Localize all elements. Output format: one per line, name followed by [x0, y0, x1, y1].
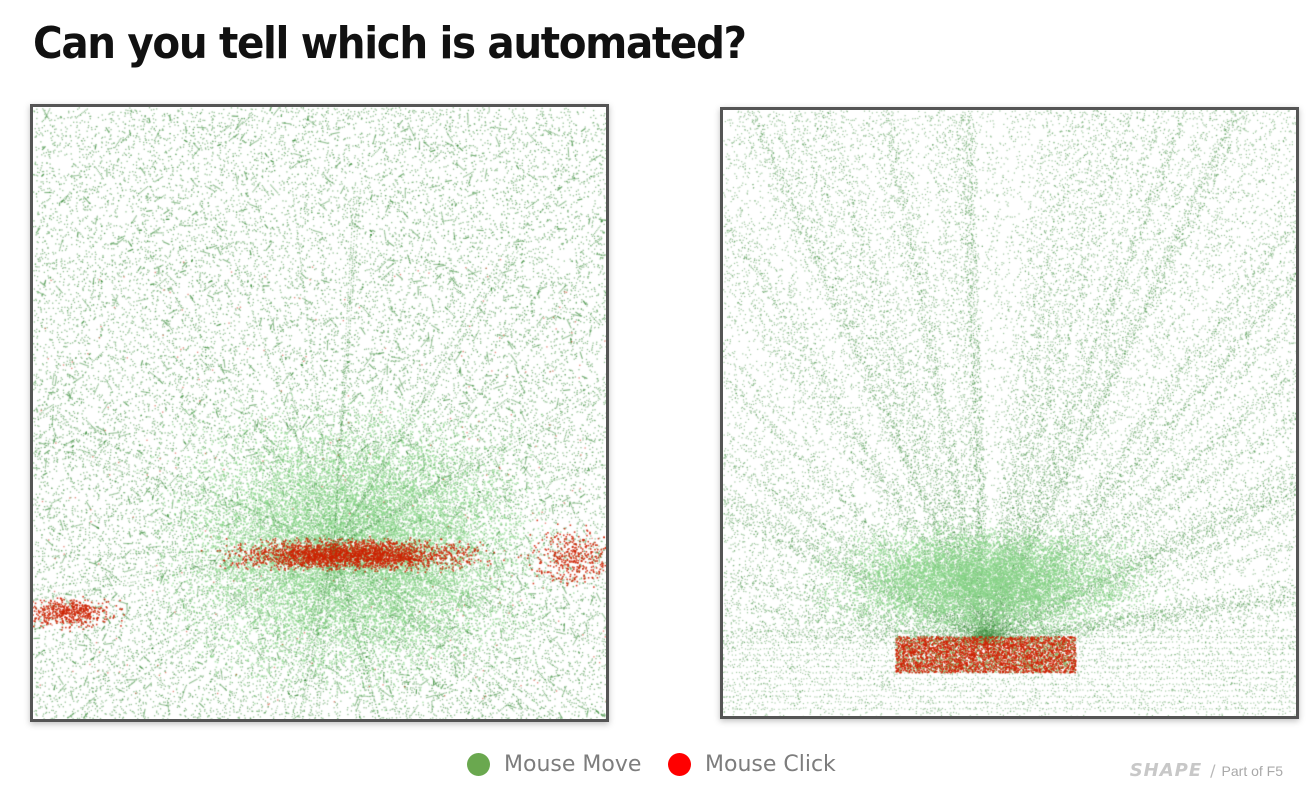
brand-tagline: Part of F5: [1221, 762, 1283, 779]
heatmap-canvas-left: [33, 107, 606, 719]
page-title: Can you tell which is automated?: [33, 18, 747, 69]
legend-item-mouse-click: Mouse Click: [668, 752, 836, 777]
shape-logo: SHAPE: [1129, 760, 1203, 781]
legend: Mouse Move Mouse Click: [0, 752, 1309, 782]
legend-swatch-mouse-move: [467, 753, 490, 776]
legend-swatch-mouse-click: [668, 753, 691, 776]
brand-footer: SHAPE / Part of F5: [1130, 760, 1283, 781]
heatmap-panel-right: [720, 107, 1299, 719]
brand-separator: /: [1210, 761, 1216, 780]
legend-label-mouse-click: Mouse Click: [705, 752, 836, 777]
heatmap-panel-left: [30, 104, 609, 722]
legend-label-mouse-move: Mouse Move: [504, 752, 642, 777]
heatmap-canvas-right: [723, 110, 1296, 716]
legend-item-mouse-move: Mouse Move: [467, 752, 641, 777]
